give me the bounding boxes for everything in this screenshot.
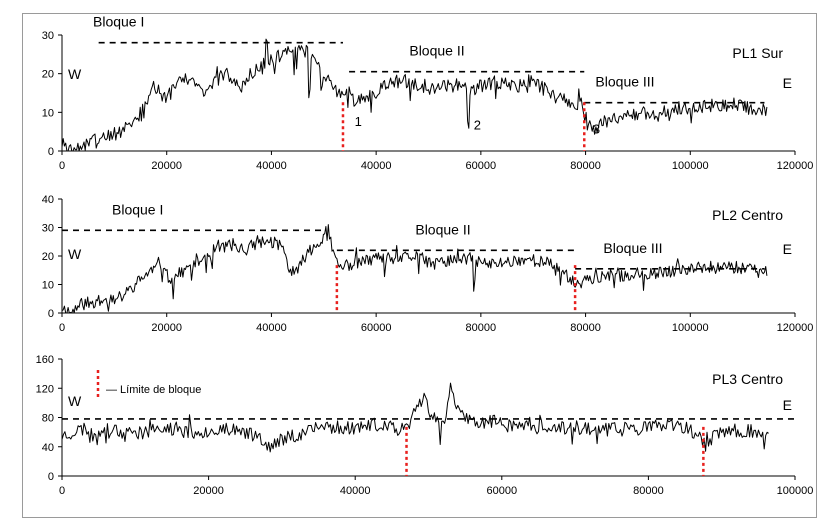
y-tick-label: 120	[36, 383, 54, 395]
legend: — Límite de bloque	[96, 370, 201, 400]
annotation-label: 2	[474, 118, 481, 133]
y-tick-label: 30	[42, 223, 54, 235]
panel-title: PL2 Centro	[712, 207, 783, 223]
chart-panel-2: 0 10 20 30 40 0 20000 40000 60000 80000 80000 10000…	[42, 194, 814, 334]
annotation-label: 1	[355, 114, 362, 129]
x-tick-label: 40000	[256, 160, 287, 172]
x-tick-label: 60000	[361, 322, 392, 334]
block-label: Bloque I	[112, 201, 163, 217]
x-tick-label: 0	[59, 322, 65, 334]
block-label: Bloque II	[415, 221, 470, 237]
legend-label: — Límite de bloque	[106, 384, 201, 396]
x-tick-label: 80000	[466, 322, 497, 334]
profile-series-line	[61, 382, 769, 453]
y-tick-label: 0	[48, 471, 54, 483]
y-tick-label: 0	[48, 146, 54, 158]
profile-series-line	[61, 224, 768, 314]
y-tick-label: 80	[42, 413, 54, 425]
panel-title: PL3 Centro	[712, 371, 783, 387]
x-tick-label: 80000	[570, 160, 601, 172]
y-tick-label: 10	[42, 280, 54, 292]
x-tick-label: 80000	[633, 485, 664, 497]
y-tick-label: 40	[42, 194, 54, 206]
x-tick-label: 20000	[151, 322, 182, 334]
x-tick-label: 60000	[466, 160, 497, 172]
annotation-label: 3	[593, 122, 600, 137]
y-tick-label: 0	[48, 308, 54, 320]
y-tick-label: 20	[42, 69, 54, 81]
block-label: Bloque II	[409, 43, 464, 59]
x-tick-label: 60000	[487, 485, 518, 497]
block-label: Bloque III	[603, 240, 662, 256]
chart-panel-1: 0 10 20 30 0 20000 40000 40000 60000 80000 100000 1…	[42, 14, 814, 172]
x-tick-label: 0	[59, 160, 65, 172]
x-tick-label: 20000	[193, 485, 224, 497]
panel-title: PL1 Sur	[732, 45, 783, 61]
west-label: W	[68, 246, 82, 262]
west-label: W	[68, 66, 82, 82]
y-tick-label: 10	[42, 107, 54, 119]
east-label: E	[783, 241, 792, 257]
east-label: E	[783, 397, 792, 413]
x-tick-label: 100000	[672, 322, 709, 334]
x-tick-label: 40000	[361, 160, 392, 172]
figure-border	[22, 13, 817, 518]
x-tick-label: 20000	[151, 160, 182, 172]
east-label: E	[783, 75, 792, 91]
y-tick-label: 40	[42, 442, 54, 454]
chart-panel-3: 0 40 80 120 160 0 20000 40000 60000 80000 100000 W E…	[36, 354, 814, 497]
x-tick-label: 100000	[777, 485, 814, 497]
x-tick-label: 120000	[777, 322, 814, 334]
x-tick-label: 120000	[777, 160, 814, 172]
y-tick-label: 30	[42, 30, 54, 42]
x-tick-label: 80000	[570, 322, 601, 334]
profile-series-line	[61, 38, 768, 152]
x-tick-label: 40000	[256, 322, 287, 334]
west-label: W	[68, 393, 82, 409]
x-tick-label: 100000	[672, 160, 709, 172]
x-tick-label: 40000	[340, 485, 371, 497]
y-tick-label: 160	[36, 354, 54, 366]
x-tick-label: 0	[59, 485, 65, 497]
y-tick-label: 20	[42, 251, 54, 263]
block-label: Bloque III	[595, 74, 654, 90]
block-label: Bloque I	[93, 14, 144, 30]
